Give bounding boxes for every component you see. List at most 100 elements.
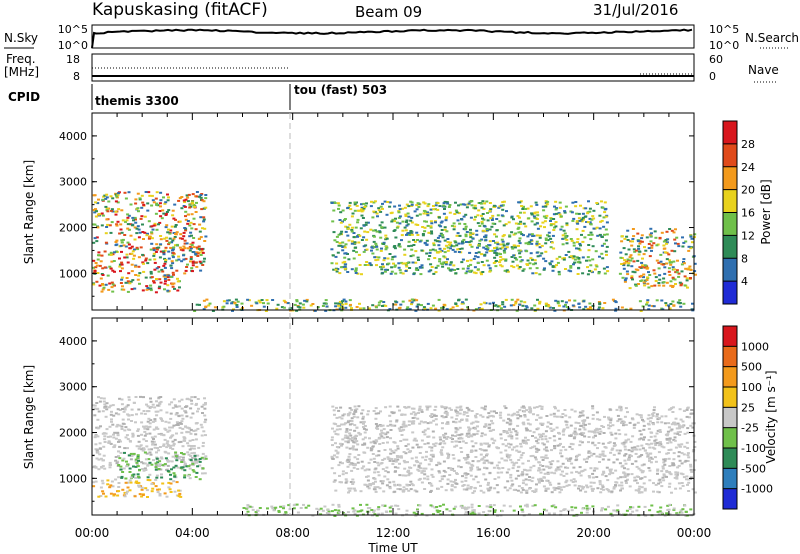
echo-cell (202, 260, 206, 263)
echo-cell (121, 471, 125, 473)
echo-cell (401, 229, 405, 232)
echo-cell (262, 302, 265, 305)
echo-cell (421, 234, 425, 237)
echo-cell (547, 467, 551, 470)
echo-cell (679, 305, 683, 308)
echo-cell (184, 257, 188, 260)
echo-cell (341, 303, 345, 306)
echo-cell (636, 240, 640, 243)
echo-cell (618, 462, 622, 465)
echo-region-2 (92, 273, 181, 294)
echo-cell (474, 272, 478, 275)
echo-cell (393, 424, 397, 427)
echo-cell (392, 451, 396, 454)
echo-cell (603, 415, 606, 418)
echo-cell (502, 504, 506, 507)
echo-cell (477, 209, 481, 212)
echo-cell (146, 428, 150, 431)
echo-cell (653, 230, 657, 233)
echo-cell (504, 444, 508, 447)
echo-cell (429, 421, 432, 424)
echo-cell (589, 467, 593, 470)
echo-cell (440, 453, 444, 456)
echo-cell (109, 442, 113, 445)
echo-cell (480, 238, 484, 241)
echo-cell (185, 415, 189, 418)
echo-cell (379, 425, 383, 428)
echo-cell (455, 234, 459, 237)
echo-cell (442, 204, 446, 207)
echo-cell (446, 478, 450, 481)
echo-cell (441, 236, 445, 239)
echo-cell (98, 284, 102, 287)
echo-cell (190, 267, 194, 270)
echo-cell (173, 490, 177, 493)
echo-cell (431, 430, 435, 433)
echo-cell (495, 229, 499, 232)
echo-cell (400, 413, 404, 416)
echo-cell (199, 216, 203, 219)
echo-cell (446, 246, 450, 249)
echo-cell (565, 238, 569, 241)
echo-cell (143, 451, 147, 454)
echo-cell (190, 227, 194, 230)
echo-cell (128, 247, 132, 250)
echo-cell (540, 405, 544, 408)
echo-cell (541, 422, 545, 425)
echo-cell (355, 514, 359, 517)
echo-cell (129, 476, 133, 479)
echo-cell (381, 202, 384, 205)
echo-cell (201, 412, 204, 414)
echo-cell (641, 257, 644, 260)
echo-cell (343, 267, 347, 270)
echo-cell (448, 204, 452, 206)
echo-cell (338, 474, 341, 477)
echo-cell (193, 454, 197, 457)
echo-cell (671, 276, 675, 279)
echo-cell (607, 418, 611, 421)
echo-cell (125, 460, 128, 463)
echo-cell (431, 455, 435, 458)
echo-cell (574, 421, 578, 424)
echo-cell (471, 237, 475, 240)
echo-cell (384, 304, 388, 307)
echo-cell (348, 411, 352, 414)
echo-cell (344, 434, 348, 437)
date-title: 31/Jul/2016 (593, 1, 678, 19)
echo-cell (585, 484, 589, 487)
echo-cell (130, 288, 134, 291)
echo-cell (556, 466, 560, 469)
echo-cell (195, 195, 199, 198)
echo-cell (481, 200, 485, 203)
echo-cell (514, 232, 518, 235)
echo-cell (385, 237, 389, 240)
echo-cell (140, 486, 144, 489)
echo-cell (553, 472, 557, 475)
echo-cell (582, 308, 586, 311)
echo-cell (442, 434, 446, 436)
echo-cell (501, 301, 505, 304)
echo-cell (563, 232, 567, 235)
echo-cell (349, 208, 353, 211)
echo-cell (507, 221, 511, 224)
echo-cell (602, 267, 606, 270)
echo-cell (430, 468, 434, 471)
echo-cell (654, 236, 658, 239)
echo-cell (130, 252, 134, 255)
echo-cell (449, 480, 453, 483)
echo-cell (371, 482, 375, 485)
echo-cell (110, 410, 113, 413)
echo-cell (183, 227, 187, 229)
echo-cell (498, 220, 502, 223)
echo-cell (377, 209, 381, 212)
echo-cell (587, 450, 591, 453)
echo-cell (113, 251, 116, 254)
echo-cell (578, 261, 582, 264)
echo-cell (400, 207, 404, 210)
echo-cell (386, 456, 390, 459)
echo-cell (471, 445, 475, 448)
echo-cell (93, 237, 97, 240)
echo-cell (185, 266, 189, 268)
echo-cell (578, 428, 582, 431)
echo-cell (520, 233, 524, 236)
